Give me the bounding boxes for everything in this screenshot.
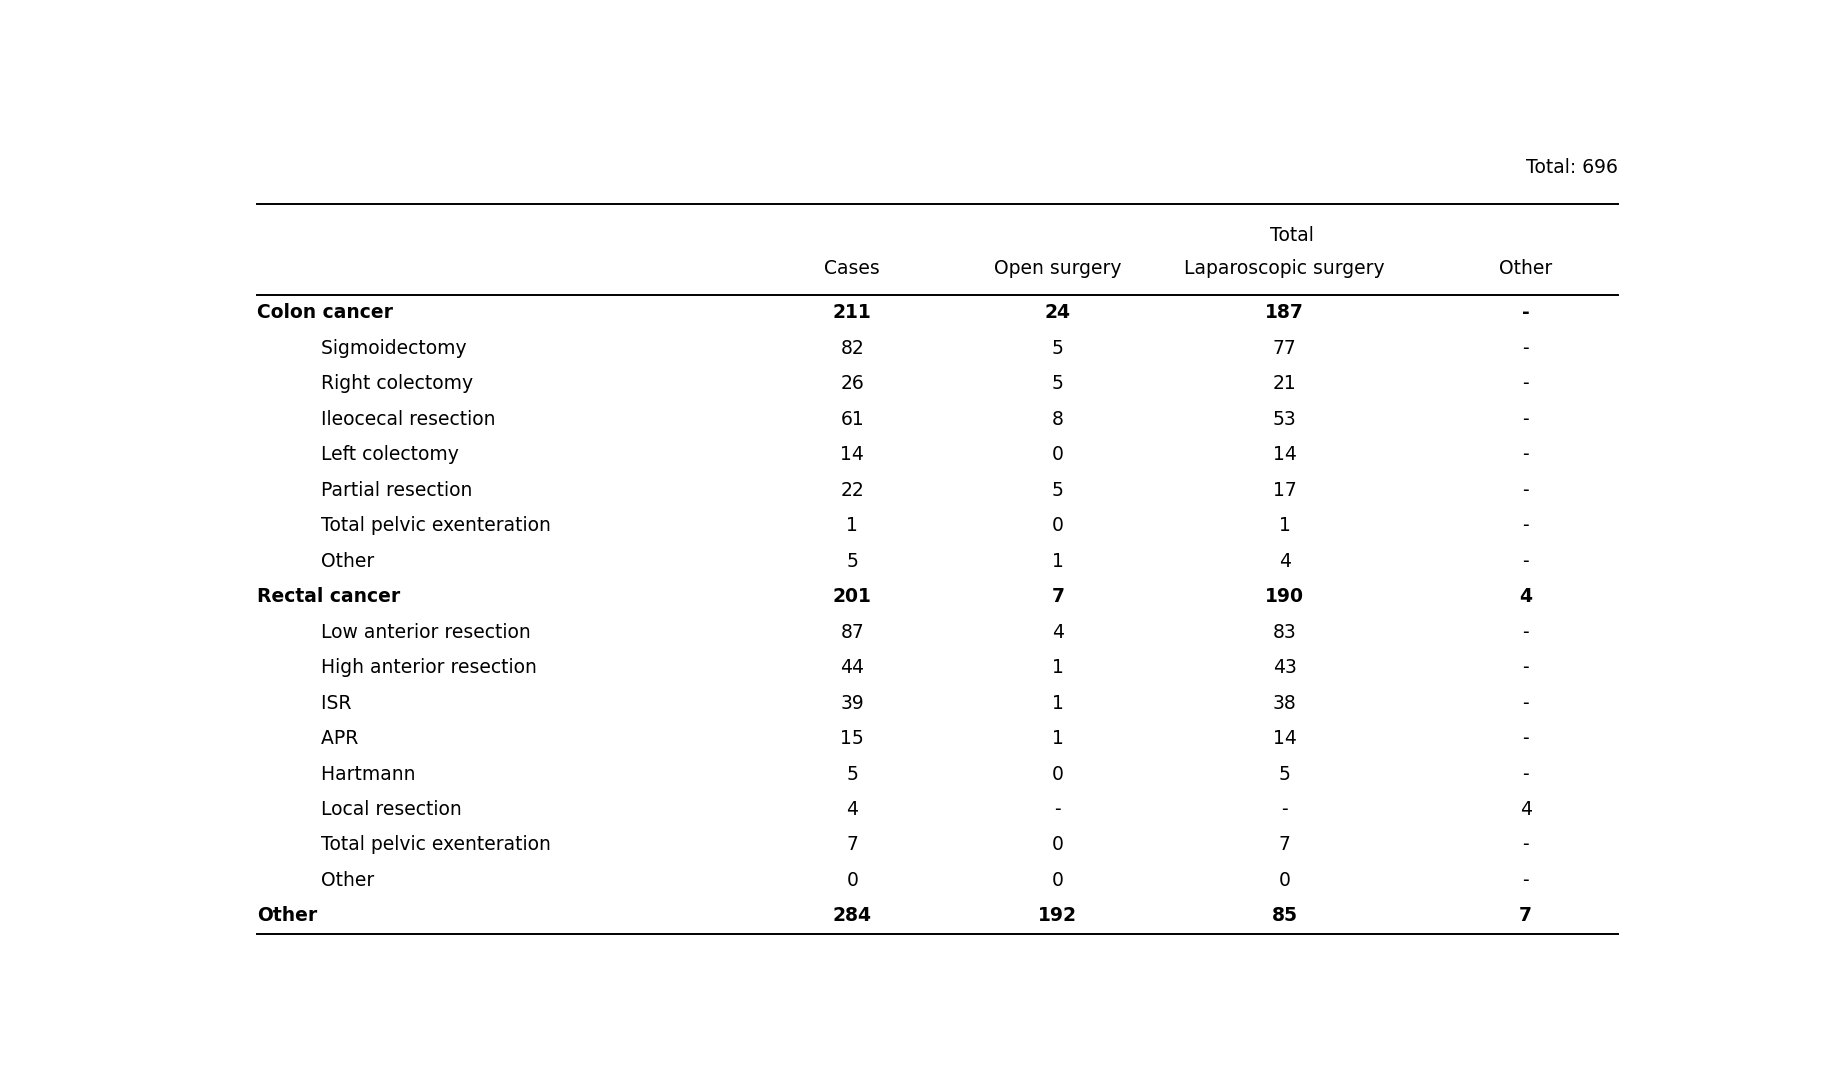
Text: 187: 187 — [1266, 304, 1304, 322]
Text: -: - — [1522, 304, 1529, 322]
Text: High anterior resection: High anterior resection — [296, 658, 536, 677]
Text: 5: 5 — [847, 551, 858, 571]
Text: 1: 1 — [847, 516, 858, 535]
Text: -: - — [1055, 800, 1061, 819]
Text: Total pelvic exenteration: Total pelvic exenteration — [296, 836, 551, 854]
Text: Total pelvic exenteration: Total pelvic exenteration — [296, 516, 551, 535]
Text: 4: 4 — [1520, 587, 1533, 606]
Text: Total: Total — [1269, 226, 1313, 244]
Text: 17: 17 — [1273, 480, 1297, 500]
Text: 0: 0 — [1052, 516, 1064, 535]
Text: 1: 1 — [1052, 729, 1064, 749]
Text: 82: 82 — [841, 339, 863, 358]
Text: Other: Other — [296, 551, 373, 571]
Text: 44: 44 — [840, 658, 865, 677]
Text: -: - — [1522, 765, 1529, 783]
Text: 7: 7 — [1520, 907, 1533, 925]
Text: Left colectomy: Left colectomy — [296, 445, 459, 464]
Text: 0: 0 — [1052, 445, 1064, 464]
Text: 5: 5 — [1278, 765, 1291, 783]
Text: 1: 1 — [1052, 694, 1064, 713]
Text: -: - — [1522, 480, 1529, 500]
Text: 0: 0 — [1052, 871, 1064, 890]
Text: 211: 211 — [832, 304, 872, 322]
Text: 26: 26 — [841, 375, 863, 393]
Text: 14: 14 — [840, 445, 865, 464]
Text: -: - — [1522, 551, 1529, 571]
Text: 0: 0 — [847, 871, 858, 890]
Text: -: - — [1522, 516, 1529, 535]
Text: Cases: Cases — [825, 260, 880, 278]
Text: 1: 1 — [1052, 658, 1064, 677]
Text: 201: 201 — [832, 587, 872, 606]
Text: Laparoscopic surgery: Laparoscopic surgery — [1185, 260, 1385, 278]
Text: Colon cancer: Colon cancer — [256, 304, 393, 322]
Text: Low anterior resection: Low anterior resection — [296, 623, 530, 642]
Text: -: - — [1522, 694, 1529, 713]
Text: 4: 4 — [1278, 551, 1291, 571]
Text: 14: 14 — [1273, 729, 1297, 749]
Text: Right colectomy: Right colectomy — [296, 375, 472, 393]
Text: -: - — [1522, 409, 1529, 429]
Text: 14: 14 — [1273, 445, 1297, 464]
Text: -: - — [1522, 658, 1529, 677]
Text: -: - — [1522, 871, 1529, 890]
Text: 61: 61 — [841, 409, 863, 429]
Text: 1: 1 — [1052, 551, 1064, 571]
Text: 5: 5 — [1052, 480, 1064, 500]
Text: 5: 5 — [1052, 339, 1064, 358]
Text: Total: 696: Total: 696 — [1525, 158, 1617, 178]
Text: 0: 0 — [1052, 836, 1064, 854]
Text: 8: 8 — [1052, 409, 1064, 429]
Text: 53: 53 — [1273, 409, 1297, 429]
Text: 7: 7 — [1278, 836, 1291, 854]
Text: Other: Other — [296, 871, 373, 890]
Text: 7: 7 — [1052, 587, 1064, 606]
Text: 21: 21 — [1273, 375, 1297, 393]
Text: 190: 190 — [1266, 587, 1304, 606]
Text: -: - — [1522, 445, 1529, 464]
Text: 5: 5 — [1052, 375, 1064, 393]
Text: 192: 192 — [1039, 907, 1077, 925]
Text: 39: 39 — [841, 694, 863, 713]
Text: -: - — [1522, 729, 1529, 749]
Text: Local resection: Local resection — [296, 800, 461, 819]
Text: Other: Other — [1500, 260, 1553, 278]
Text: 22: 22 — [841, 480, 863, 500]
Text: Open surgery: Open surgery — [995, 260, 1121, 278]
Text: -: - — [1522, 375, 1529, 393]
Text: 15: 15 — [841, 729, 863, 749]
Text: -: - — [1522, 339, 1529, 358]
Text: 0: 0 — [1052, 765, 1064, 783]
Text: 77: 77 — [1273, 339, 1297, 358]
Text: 4: 4 — [1520, 800, 1531, 819]
Text: Ileocecal resection: Ileocecal resection — [296, 409, 496, 429]
Text: 4: 4 — [1052, 623, 1064, 642]
Text: 284: 284 — [832, 907, 872, 925]
Text: 5: 5 — [847, 765, 858, 783]
Text: -: - — [1522, 623, 1529, 642]
Text: 7: 7 — [847, 836, 858, 854]
Text: -: - — [1522, 836, 1529, 854]
Text: 87: 87 — [841, 623, 863, 642]
Text: -: - — [1282, 800, 1288, 819]
Text: 85: 85 — [1271, 907, 1297, 925]
Text: 0: 0 — [1278, 871, 1291, 890]
Text: 4: 4 — [847, 800, 858, 819]
Text: 1: 1 — [1278, 516, 1291, 535]
Text: ISR: ISR — [296, 694, 351, 713]
Text: Hartmann: Hartmann — [296, 765, 415, 783]
Text: Sigmoidectomy: Sigmoidectomy — [296, 339, 466, 358]
Text: Partial resection: Partial resection — [296, 480, 472, 500]
Text: 83: 83 — [1273, 623, 1297, 642]
Text: APR: APR — [296, 729, 358, 749]
Text: 24: 24 — [1044, 304, 1070, 322]
Text: Other: Other — [256, 907, 316, 925]
Text: 43: 43 — [1273, 658, 1297, 677]
Text: Rectal cancer: Rectal cancer — [256, 587, 401, 606]
Text: 38: 38 — [1273, 694, 1297, 713]
